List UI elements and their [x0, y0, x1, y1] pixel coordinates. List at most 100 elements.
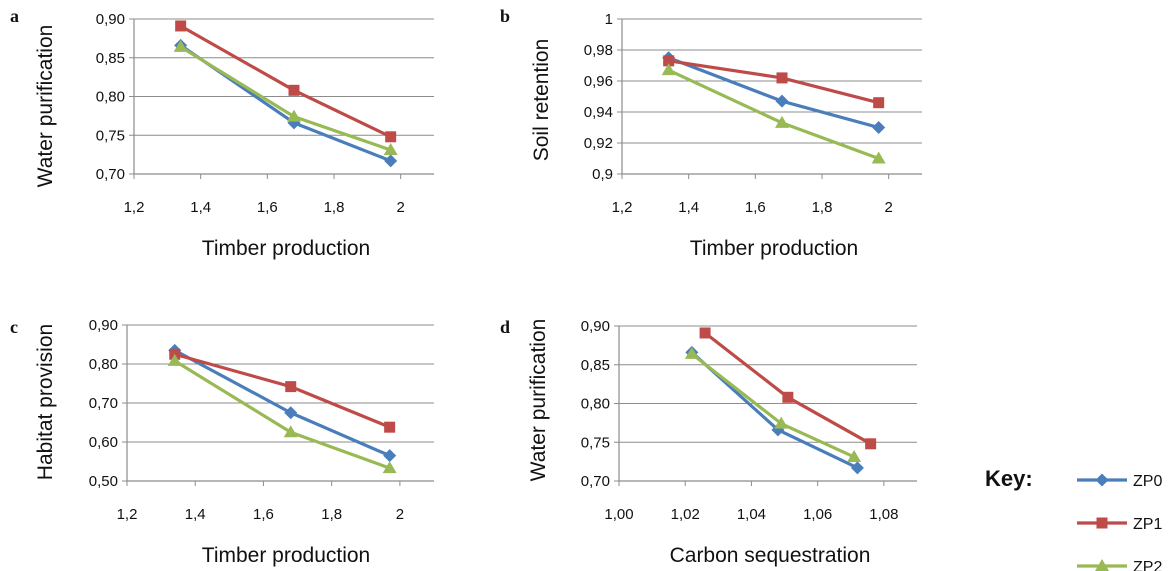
panel-a-series-ZP1-point — [385, 131, 397, 143]
panel-d-xtick-label: 1,04 — [737, 506, 766, 523]
panel-b-xtick-label: 1,6 — [745, 199, 766, 216]
panel-b-series-ZP1-point — [873, 97, 885, 109]
legend-ZP1-label: ZP1 — [1133, 516, 1162, 533]
panel-a-series-ZP2-point — [383, 142, 398, 155]
panel-a-ytick-label: 0,90 — [96, 11, 125, 28]
panel-b-letter: b — [500, 6, 510, 26]
legend-ZP2-label: ZP2 — [1133, 559, 1162, 571]
panel-d-series-ZP0-line — [690, 351, 859, 470]
panel-a-series-ZP0-point — [384, 154, 398, 168]
panel-a-series-ZP1-line — [179, 24, 392, 139]
panel-d-series-ZP2-point — [684, 346, 699, 359]
panel-c-series-ZP1-point — [285, 381, 297, 393]
panel-b-series-ZP2-line — [667, 68, 880, 161]
panel-d-series-ZP1-point — [782, 391, 794, 403]
panel-a-series-ZP2-point — [173, 39, 188, 52]
panel-d-xtick-label: 1,00 — [604, 506, 633, 523]
panel-d-series-ZP2-point — [774, 416, 789, 429]
panel-b-ytick-label: 1 — [605, 11, 613, 28]
panel-c-series-ZP1-point — [384, 421, 396, 433]
panel-c-xtick-label: 1,6 — [253, 506, 274, 523]
panel-d-letter: d — [500, 317, 510, 337]
legend: Key: ZP0 ZP1 ZP2 — [985, 466, 1162, 571]
panel-d-series-ZP2-line — [690, 352, 855, 459]
panel-a-letter: a — [10, 6, 19, 26]
panel-a-xlabel: Timber production — [202, 237, 370, 260]
panel-c-series-ZP0-point — [284, 406, 298, 420]
panel-d-ylabel: Water purification — [527, 319, 550, 482]
panel-a-series-ZP2-point — [287, 109, 301, 122]
panel-a: a Water purification Timber production 0… — [10, 6, 434, 260]
legend-ZP2-marker — [1095, 559, 1109, 571]
panel-a-series-ZP0-line — [179, 44, 392, 163]
panel-a-series-ZP2-line — [179, 45, 392, 152]
panel-b-ytick-label: 0,94 — [584, 104, 613, 121]
panel-d: d Water purification Carbon sequestratio… — [500, 317, 917, 567]
panel-b-series-ZP0-line — [668, 56, 880, 130]
panel-a-xtick-label: 1,4 — [190, 199, 211, 216]
panel-b-series-ZP0-point — [872, 121, 886, 134]
panel-c-series-ZP2-point — [382, 461, 397, 474]
panel-b-series-ZP2-point — [661, 63, 676, 76]
panel-a-ytick-label: 0,75 — [96, 127, 125, 144]
panel-c-series-ZP0-point — [383, 449, 397, 463]
panel-b-ytick-label: 0,98 — [584, 42, 613, 59]
panel-d-series-ZP0-point — [850, 461, 864, 475]
panel-a-series-ZP1-point — [288, 84, 300, 96]
panel-d-ytick-label: 0,85 — [581, 357, 610, 374]
panel-c-ytick-label: 0,50 — [89, 473, 118, 490]
legend-title: Key: — [985, 466, 1033, 491]
panel-c-xlabel: Timber production — [202, 544, 370, 567]
legend-ZP0-label: ZP0 — [1133, 473, 1162, 490]
legend-ZP1-marker — [1096, 517, 1108, 529]
panel-a-ytick-label: 0,70 — [96, 166, 125, 183]
panel-b-ytick-label: 0,92 — [584, 135, 613, 152]
panel-a-series-ZP1-point — [175, 20, 187, 32]
panel-c-xtick-label: 1,8 — [321, 506, 342, 523]
panel-d-series-ZP2-point — [847, 449, 862, 462]
panel-c-ytick-label: 0,60 — [89, 434, 118, 451]
panel-c-series-ZP2-point — [283, 425, 298, 438]
panel-c-xtick-label: 2 — [396, 506, 404, 523]
panel-c-series-ZP1-line — [174, 352, 391, 429]
panel-b-series-ZP0-point — [775, 94, 789, 108]
panel-d-ytick-label: 0,90 — [581, 318, 610, 335]
panel-b-ytick-label: 0,96 — [584, 73, 613, 90]
panel-b-series-ZP1-point — [776, 72, 788, 84]
panel-c-ylabel: Habitat provision — [34, 324, 57, 480]
panel-c-ytick-label: 0,80 — [89, 356, 118, 373]
panel-d-series-ZP1-point — [699, 327, 711, 339]
panel-c-xtick-label: 1,4 — [185, 506, 206, 523]
panel-b-xtick-label: 1,2 — [612, 199, 633, 216]
panel-a-xtick-label: 1,2 — [124, 199, 145, 216]
panel-a-xtick-label: 2 — [396, 199, 404, 216]
panel-b-ylabel: Soil retention — [530, 39, 553, 162]
panel-d-xtick-label: 1,08 — [869, 506, 898, 523]
panel-a-ytick-label: 0,80 — [96, 89, 125, 106]
panel-c-ytick-label: 0,90 — [89, 317, 118, 334]
panel-a-ylabel: Water purification — [34, 25, 57, 188]
panel-b-xtick-label: 1,4 — [678, 199, 699, 216]
panel-a-ytick-label: 0,85 — [96, 50, 125, 67]
panel-c-ytick-label: 0,70 — [89, 395, 118, 412]
panel-b-series-ZP2-point — [871, 151, 886, 164]
panel-d-xtick-label: 1,02 — [671, 506, 700, 523]
legend-ZP0-marker — [1095, 473, 1109, 487]
panel-b: b Soil retention Timber production 0,9 0,… — [500, 6, 922, 260]
panel-c-letter: c — [10, 317, 18, 337]
panel-c-series-ZP2-point — [167, 353, 182, 366]
panel-b-series-ZP2-point — [775, 115, 789, 128]
panel-b-xtick-label: 2 — [884, 199, 892, 216]
panel-d-ytick-label: 0,80 — [581, 396, 610, 413]
panel-d-xlabel: Carbon sequestration — [670, 544, 871, 567]
panel-d-ytick-label: 0,70 — [581, 473, 610, 490]
panel-b-ytick-label: 0,9 — [592, 166, 613, 183]
panel-c: c Habitat provision Timber production 0,… — [10, 317, 434, 567]
panel-a-xtick-label: 1,6 — [257, 199, 278, 216]
panel-d-series-ZP1-point — [865, 438, 877, 450]
panel-d-xtick-label: 1,06 — [803, 506, 832, 523]
panel-b-series-ZP1-point — [663, 55, 675, 67]
panel-b-xtick-label: 1,8 — [812, 199, 833, 216]
panel-d-ytick-label: 0,75 — [581, 434, 610, 451]
panel-b-xlabel: Timber production — [690, 237, 858, 260]
